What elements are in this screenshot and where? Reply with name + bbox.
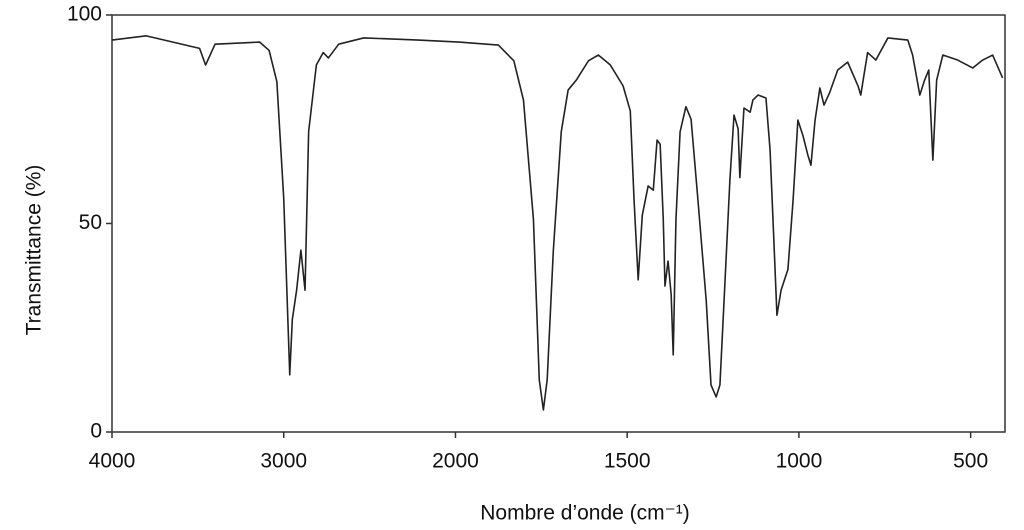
- x-tick-label: 2000: [432, 450, 479, 473]
- y-tick-label: 50: [79, 211, 102, 234]
- plot-frame: [111, 14, 1006, 433]
- spectrum-line: [111, 35, 1004, 411]
- x-tick-label: 1500: [604, 450, 651, 473]
- x-tick-label: 1000: [776, 450, 823, 473]
- y-tick-label: 0: [90, 420, 102, 443]
- y-tick-label: 100: [67, 3, 102, 26]
- x-tick-label: 3000: [260, 450, 307, 473]
- y-axis-label: Transmittance (%): [23, 165, 46, 336]
- x-axis-label: Nombre d’onde (cm⁻¹): [480, 502, 689, 525]
- x-tick-label: 500: [953, 450, 988, 473]
- x-tick-label: 4000: [89, 450, 136, 473]
